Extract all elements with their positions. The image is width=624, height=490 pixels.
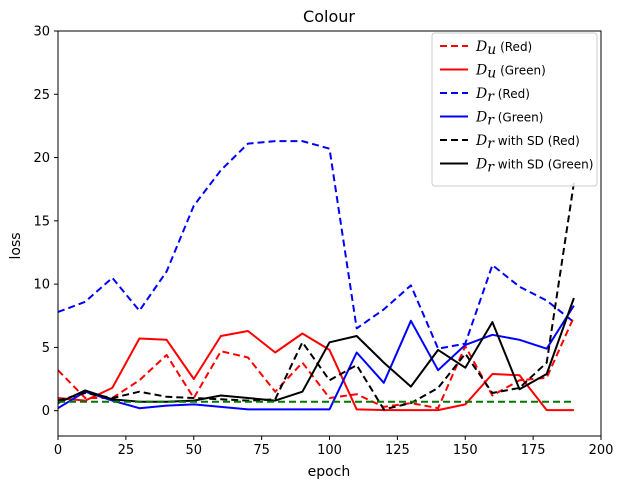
x-tick-label: 75 — [253, 443, 270, 458]
x-axis: 0 25 50 75 100 125 150 175 200 — [54, 436, 614, 458]
x-tick-label: 0 — [54, 443, 62, 458]
series-line-2 — [58, 140, 575, 350]
legend-entry: Dr with SD (Green) — [475, 157, 593, 176]
legend-entry: Dr (Green) — [475, 110, 543, 129]
x-tick-label: 100 — [317, 443, 342, 458]
y-tick-label: 30 — [33, 25, 50, 40]
series-line-3 — [58, 305, 575, 411]
legend: Du (Red) Du (Green) Dr (Red) Dr (Green) Dr w… — [431, 32, 598, 187]
legend-entry: Dr (Red) — [475, 86, 530, 105]
plot-lines — [58, 140, 575, 412]
series-line-5 — [58, 297, 575, 405]
legend-box — [431, 32, 598, 187]
series-line-4 — [58, 182, 575, 411]
legend-entry: Du (Red) — [475, 39, 532, 58]
y-tick-label: 20 — [33, 151, 50, 166]
legend-entry: Dr with SD (Red) — [475, 133, 580, 152]
series-line-1 — [58, 330, 574, 412]
x-tick-label: 25 — [118, 443, 135, 458]
y-axis-label: loss — [8, 232, 24, 259]
x-tick-label: 150 — [453, 443, 478, 458]
x-tick-label: 125 — [385, 443, 410, 458]
x-tick-label: 200 — [589, 443, 614, 458]
y-tick-label: 5 — [42, 341, 50, 356]
y-tick-label: 25 — [33, 88, 50, 103]
x-axis-label: epoch — [308, 464, 351, 480]
legend-entry: Du (Green) — [475, 63, 546, 82]
y-tick-label: 0 — [42, 404, 50, 419]
y-axis: 0 5 10 15 20 25 30 — [33, 25, 58, 419]
chart-title: Colour — [303, 7, 355, 26]
x-tick-label: 50 — [185, 443, 202, 458]
y-tick-label: 15 — [33, 214, 50, 229]
y-tick-label: 10 — [33, 278, 50, 293]
x-tick-label: 175 — [521, 443, 546, 458]
series-line-0 — [58, 316, 575, 410]
